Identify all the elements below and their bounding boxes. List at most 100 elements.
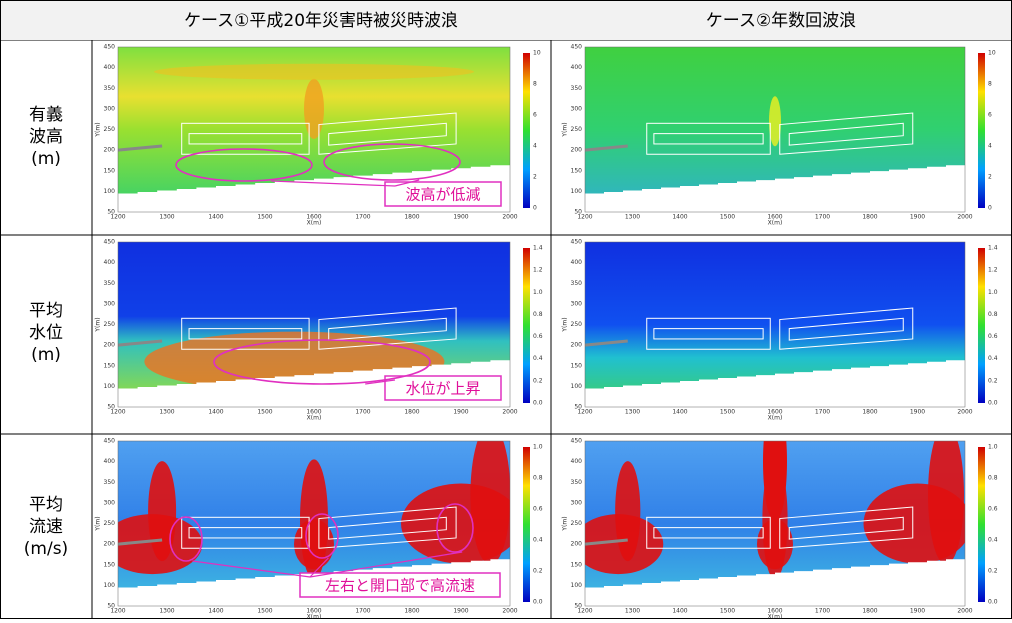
x-tick-label: 1500 bbox=[257, 214, 272, 221]
x-tick-label: 1400 bbox=[672, 409, 687, 416]
y-tick-label: 100 bbox=[104, 582, 116, 589]
colorbar bbox=[523, 248, 530, 403]
x-tick-label: 1800 bbox=[404, 409, 419, 416]
row-label: 平均 bbox=[29, 495, 63, 515]
y-tick-label: 150 bbox=[104, 362, 116, 369]
row-label: 波高 bbox=[29, 127, 63, 147]
y-tick-label: 300 bbox=[571, 300, 583, 307]
colorbar-tick: 0.8 bbox=[988, 475, 998, 482]
hot bbox=[757, 519, 793, 569]
x-tick-label: 1900 bbox=[453, 214, 468, 221]
y-tick-label: 50 bbox=[107, 603, 115, 610]
colorbar-tick: 10 bbox=[988, 50, 996, 57]
y-tick-label: 150 bbox=[571, 561, 583, 568]
figure: ケース①平成20年災害時被災時波浪 ケース②年数回波浪 有義波高(m)12001… bbox=[0, 0, 1012, 619]
colorbar-tick: 0 bbox=[988, 205, 992, 212]
y-tick-label: 50 bbox=[107, 209, 115, 216]
y-tick-label: 350 bbox=[104, 479, 116, 486]
x-tick-label: 1300 bbox=[159, 409, 174, 416]
y-tick-label: 350 bbox=[104, 280, 116, 287]
colorbar-tick: 0.4 bbox=[988, 537, 998, 544]
x-tick-label: 1700 bbox=[355, 608, 370, 615]
y-tick-label: 250 bbox=[571, 126, 583, 133]
y-tick-label: 100 bbox=[571, 582, 583, 589]
colorbar-tick: 0.2 bbox=[988, 377, 998, 384]
row-label: 有義 bbox=[29, 105, 63, 125]
row-label: (m) bbox=[31, 345, 61, 365]
hot bbox=[928, 425, 964, 565]
colorbar-tick: 0.6 bbox=[533, 506, 543, 513]
annotation: 左右と開口部で高流速 bbox=[325, 577, 475, 595]
colorbar-tick: 1.2 bbox=[533, 267, 543, 274]
y-tick-label: 250 bbox=[571, 520, 583, 527]
hot bbox=[615, 461, 640, 561]
x-tick-label: 1800 bbox=[862, 214, 877, 221]
colorbar-tick: 2 bbox=[533, 174, 537, 181]
y-tick-label: 400 bbox=[104, 458, 116, 465]
x-tick-label: 1400 bbox=[208, 608, 223, 615]
y-tick-label: 450 bbox=[571, 44, 583, 51]
annotation: 水位が上昇 bbox=[405, 380, 480, 398]
y-axis-label: Y(m) bbox=[562, 122, 569, 137]
x-tick-label: 1700 bbox=[815, 214, 830, 221]
y-tick-label: 400 bbox=[571, 458, 583, 465]
y-axis-label: Y(m) bbox=[562, 516, 569, 531]
colorbar-tick: 2 bbox=[988, 174, 992, 181]
colorbar-tick: 6 bbox=[533, 112, 537, 119]
y-axis-label: Y(m) bbox=[95, 122, 102, 137]
x-tick-label: 1900 bbox=[453, 608, 468, 615]
x-axis-label: X(m) bbox=[768, 415, 783, 422]
x-tick-label: 2000 bbox=[502, 608, 517, 615]
y-tick-label: 200 bbox=[104, 342, 116, 349]
y-axis-label: Y(m) bbox=[95, 516, 102, 531]
y-tick-label: 200 bbox=[571, 541, 583, 548]
annotation: 波高が低減 bbox=[405, 186, 480, 204]
x-tick-label: 1900 bbox=[910, 409, 925, 416]
x-tick-label: 1300 bbox=[159, 214, 174, 221]
colorbar-tick: 0.4 bbox=[988, 355, 998, 362]
y-tick-label: 250 bbox=[104, 126, 116, 133]
colorbar-tick: 1.4 bbox=[988, 245, 998, 252]
x-axis-label: X(m) bbox=[307, 614, 322, 620]
colorbar-tick: 0.0 bbox=[988, 400, 998, 407]
y-tick-label: 100 bbox=[104, 383, 116, 390]
y-tick-label: 100 bbox=[571, 383, 583, 390]
x-axis-label: X(m) bbox=[307, 220, 322, 227]
colorbar bbox=[978, 248, 985, 403]
y-tick-label: 200 bbox=[104, 147, 116, 154]
y-tick-label: 50 bbox=[107, 404, 115, 411]
y-tick-label: 150 bbox=[571, 167, 583, 174]
hot bbox=[304, 79, 324, 139]
y-tick-label: 400 bbox=[104, 64, 116, 71]
x-tick-label: 1900 bbox=[453, 409, 468, 416]
colorbar-tick: 1.0 bbox=[988, 444, 998, 451]
colorbar-tick: 0.0 bbox=[533, 599, 543, 606]
y-tick-label: 350 bbox=[571, 280, 583, 287]
colorbar-tick: 0.6 bbox=[533, 333, 543, 340]
y-tick-label: 50 bbox=[574, 209, 582, 216]
y-tick-label: 300 bbox=[571, 105, 583, 112]
x-tick-label: 2000 bbox=[502, 214, 517, 221]
y-tick-label: 100 bbox=[571, 188, 583, 195]
colorbar bbox=[523, 447, 530, 602]
x-tick-label: 2000 bbox=[502, 409, 517, 416]
y-tick-label: 250 bbox=[571, 321, 583, 328]
colorbar-tick: 1.4 bbox=[533, 245, 543, 252]
band bbox=[154, 64, 474, 80]
colorbar-tick: 0.6 bbox=[988, 506, 998, 513]
row-label: (m/s) bbox=[24, 539, 68, 559]
y-tick-label: 450 bbox=[571, 239, 583, 246]
colorbar-tick: 0.8 bbox=[988, 311, 998, 318]
x-tick-label: 1500 bbox=[257, 409, 272, 416]
colorbar-tick: 6 bbox=[988, 112, 992, 119]
x-tick-label: 1300 bbox=[159, 608, 174, 615]
row-label: 流速 bbox=[29, 517, 63, 537]
x-axis-label: X(m) bbox=[307, 415, 322, 422]
y-tick-label: 350 bbox=[104, 85, 116, 92]
x-tick-label: 1300 bbox=[625, 608, 640, 615]
y-axis-label: Y(m) bbox=[95, 317, 102, 332]
x-tick-label: 1800 bbox=[404, 608, 419, 615]
colorbar-tick: 0.0 bbox=[988, 599, 998, 606]
y-tick-label: 200 bbox=[571, 147, 583, 154]
colorbar-tick: 0 bbox=[533, 205, 537, 212]
